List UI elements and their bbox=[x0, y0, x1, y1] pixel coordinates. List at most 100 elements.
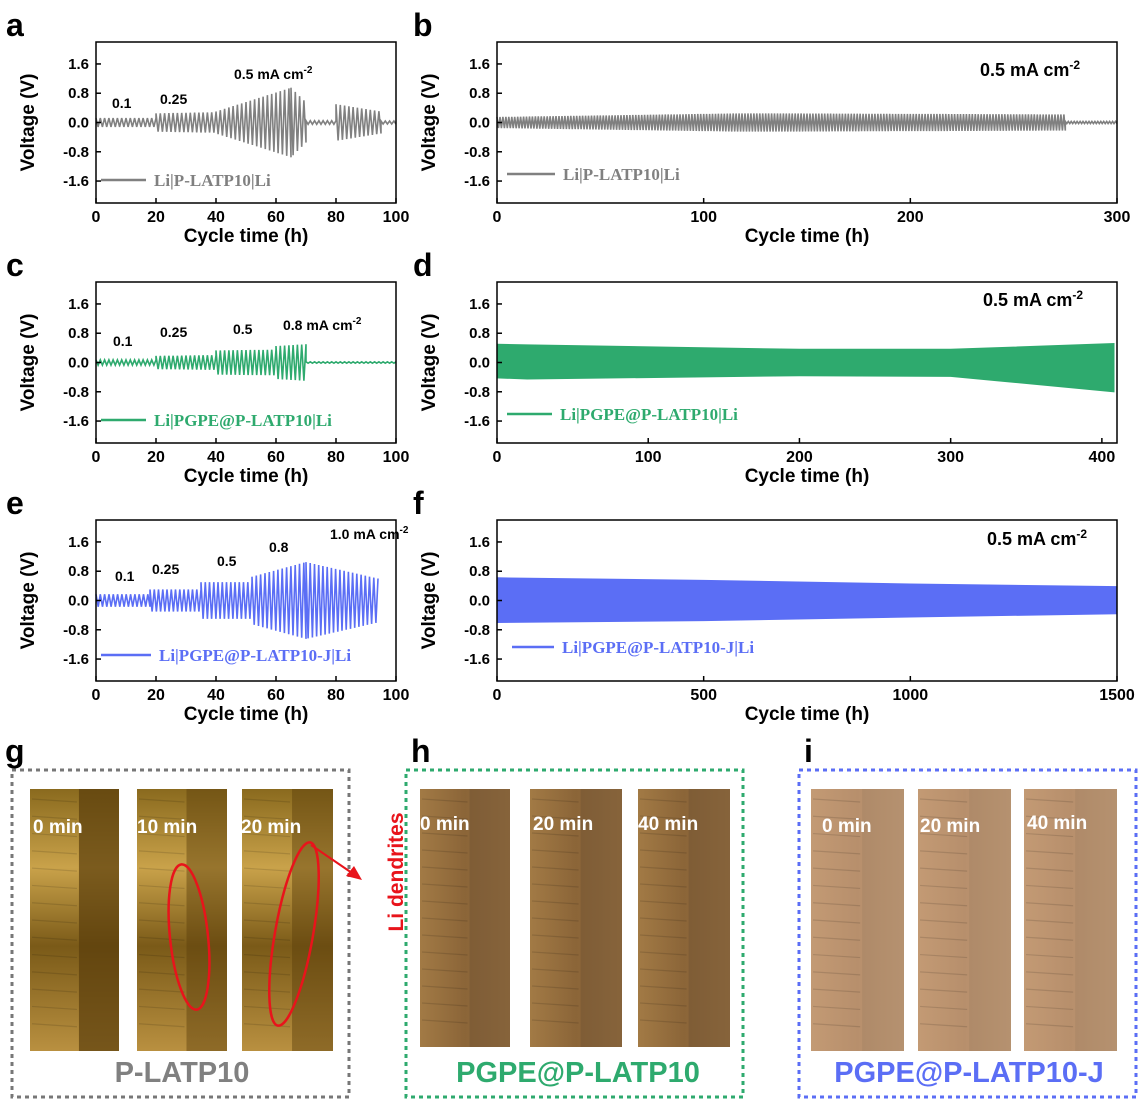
time-label: 40 min bbox=[638, 814, 698, 835]
data-series-b bbox=[496, 113, 1118, 132]
data-series-a bbox=[95, 87, 397, 158]
surface-streak bbox=[812, 1023, 861, 1028]
y-tick-label: 0.0 bbox=[68, 355, 89, 372]
y-tick-label: -0.8 bbox=[63, 144, 89, 161]
surface-streak bbox=[1025, 902, 1074, 907]
x-tick-label: 200 bbox=[897, 209, 924, 226]
voltage-envelope-d bbox=[496, 342, 1115, 393]
x-tick-label: 200 bbox=[786, 449, 813, 466]
surface-streak bbox=[138, 953, 185, 959]
y-tick-label: -1.6 bbox=[464, 651, 490, 668]
surface-streak bbox=[31, 953, 77, 959]
surface-streak bbox=[243, 832, 291, 838]
x-axis-title: Cycle time (h) bbox=[184, 704, 309, 725]
electrolyte-region bbox=[1075, 789, 1117, 1051]
surface-streak bbox=[639, 985, 687, 990]
time-label: 20 min bbox=[533, 814, 593, 835]
surface-streak bbox=[421, 985, 468, 990]
surface-streak bbox=[421, 849, 468, 854]
current-density-label: 0.5 mA cm-2 bbox=[234, 65, 313, 82]
data-series-e bbox=[95, 562, 379, 639]
micrograph-background bbox=[638, 789, 730, 1047]
surface-streak bbox=[31, 902, 77, 907]
surface-streak bbox=[919, 1023, 968, 1028]
micrograph-image: 20 min bbox=[918, 789, 1011, 1051]
surface-streak bbox=[421, 968, 468, 973]
x-tick-label: 60 bbox=[267, 209, 285, 226]
data-series-d bbox=[496, 342, 1115, 393]
surface-streak bbox=[1025, 936, 1074, 941]
surface-streak bbox=[421, 883, 468, 888]
x-tick-label: 0 bbox=[493, 209, 502, 226]
surface-streak bbox=[1025, 1005, 1074, 1011]
surface-streak bbox=[421, 815, 468, 820]
surface-streak bbox=[138, 850, 185, 855]
surface-streak bbox=[243, 884, 291, 890]
surface-streak bbox=[639, 883, 687, 888]
surface-streak bbox=[138, 1023, 185, 1028]
x-tick-label: 300 bbox=[937, 449, 964, 466]
surface-streak bbox=[138, 867, 185, 872]
current-density-label: 0.5 mA cm-2 bbox=[983, 288, 1083, 310]
panel-letter-g: g bbox=[5, 733, 25, 769]
surface-streak bbox=[812, 815, 861, 820]
surface-streak bbox=[919, 867, 968, 872]
surface-streak bbox=[531, 934, 579, 939]
surface-streak bbox=[812, 902, 861, 907]
surface-streak bbox=[531, 815, 579, 820]
surface-streak bbox=[138, 988, 185, 993]
panel-letter-i: i bbox=[804, 733, 813, 769]
y-axis-title: Voltage (V) bbox=[18, 74, 39, 172]
legend-label: Li|PGPE@P-LATP10|Li bbox=[560, 405, 738, 424]
electrolyte-region bbox=[688, 789, 730, 1047]
surface-streak bbox=[919, 832, 968, 838]
x-tick-label: 0 bbox=[92, 209, 101, 226]
electrolyte-region bbox=[292, 789, 333, 1051]
y-tick-label: 1.6 bbox=[469, 296, 490, 313]
voltage-trace-a bbox=[95, 87, 397, 158]
y-tick-label: 0.0 bbox=[469, 355, 490, 372]
surface-streak bbox=[919, 953, 968, 959]
x-axis-title: Cycle time (h) bbox=[184, 226, 309, 247]
micrograph-background bbox=[420, 789, 510, 1047]
surface-streak bbox=[639, 798, 687, 803]
surface-streak bbox=[243, 902, 291, 907]
surface-streak bbox=[421, 832, 468, 837]
surface-streak bbox=[1025, 971, 1074, 976]
micrograph-image: 0 min bbox=[30, 789, 119, 1051]
surface-streak bbox=[138, 832, 185, 838]
x-tick-label: 80 bbox=[327, 449, 345, 466]
surface-streak bbox=[919, 1005, 968, 1011]
surface-streak bbox=[531, 985, 579, 990]
y-axis-title: Voltage (V) bbox=[419, 314, 440, 412]
panel-letter-a: a bbox=[6, 7, 24, 43]
photo-panel-g: g 0 min 10 min 20 min P-LATP10 Li dendrites bbox=[5, 733, 408, 1099]
surface-streak bbox=[531, 866, 579, 871]
surface-streak bbox=[31, 832, 77, 838]
data-series-f bbox=[496, 577, 1118, 624]
surface-streak bbox=[639, 917, 687, 922]
photo-caption: PGPE@P-LATP10-J bbox=[834, 1057, 1103, 1089]
surface-streak bbox=[812, 798, 861, 803]
y-tick-label: -1.6 bbox=[63, 651, 89, 668]
x-axis-title: Cycle time (h) bbox=[745, 704, 870, 725]
y-tick-label: 0.0 bbox=[68, 593, 89, 610]
electrolyte-region bbox=[580, 789, 622, 1047]
surface-streak bbox=[31, 867, 77, 872]
surface-streak bbox=[31, 971, 77, 976]
data-series-c bbox=[95, 344, 397, 381]
chart-panel-f: 0 500 1000 1500 1.6 0.8 0.0 -0.8 -1.6 Cycle time … bbox=[413, 485, 1135, 725]
x-tick-label: 100 bbox=[383, 209, 410, 226]
x-axis-title: Cycle time (h) bbox=[745, 226, 870, 247]
surface-streak bbox=[421, 1019, 468, 1024]
surface-streak bbox=[31, 988, 77, 993]
unit-superscript: -2 bbox=[353, 316, 362, 327]
surface-streak bbox=[812, 953, 861, 959]
photo-caption: PGPE@P-LATP10 bbox=[456, 1057, 700, 1089]
x-tick-label: 0 bbox=[92, 449, 101, 466]
y-tick-label: 1.6 bbox=[469, 56, 490, 73]
current-density-label: 0.5 bbox=[233, 321, 253, 337]
surface-streak bbox=[31, 1005, 77, 1011]
surface-streak bbox=[31, 850, 77, 855]
surface-streak bbox=[639, 951, 687, 956]
